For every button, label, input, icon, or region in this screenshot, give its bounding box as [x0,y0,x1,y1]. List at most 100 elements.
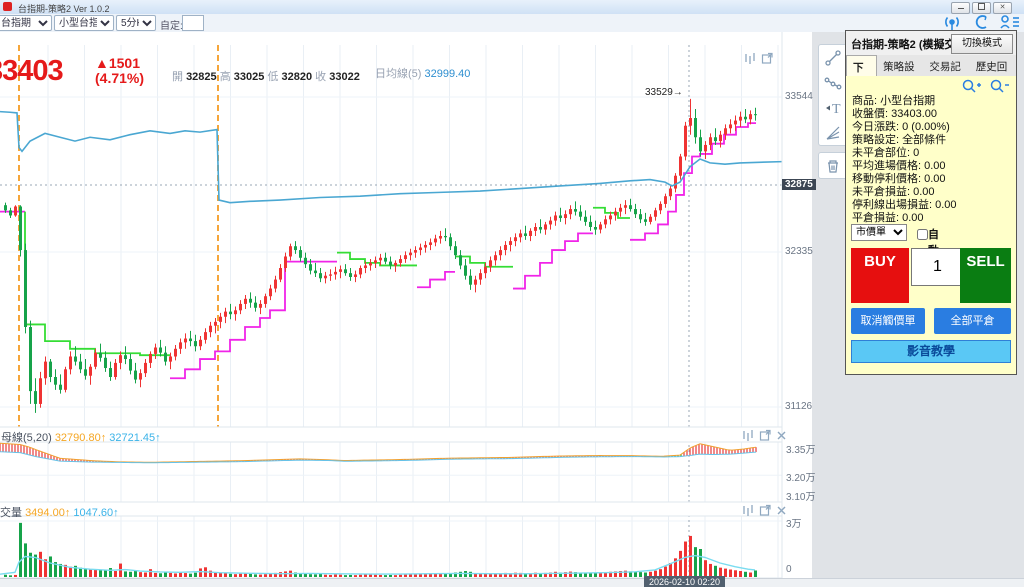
chart-settings-icon[interactable] [744,52,757,64]
close-pane-icon[interactable] [776,430,787,441]
app-icon [3,2,12,11]
close-pane-icon[interactable] [776,505,787,516]
open-label: 開 [172,71,183,83]
svg-text:T: T [832,102,841,117]
info-day-change: 今日漲跌: 0 (0.00%) [852,121,950,133]
pane1-name: 母線(5,20) [1,432,52,444]
daily-ma-name: 日均線(5) [375,68,422,80]
restore-button[interactable] [972,2,991,14]
info-close-price: 收盤價: 33403.00 [852,108,937,120]
low-label: 低 [267,71,279,83]
pane2-icons [742,504,787,516]
panel-tabs: 下單 策略設定 交易記錄 歷史回測 [846,55,1016,89]
change-points: ▲1501 [95,55,141,71]
high-value: 33025 [233,71,265,83]
axis-label: 32335 [785,246,813,257]
symbol-select[interactable]: 台指期 [0,15,52,31]
session-high-marker: 33529→ [645,87,683,98]
fan-lines-tool[interactable] [819,120,847,145]
info-product: 商品: 小型台指期 [852,95,936,107]
pane2-value1: 3494.00↑ [25,507,71,519]
window-titlebar: 台指期-策略2 Ver 1.0.2 ✕ [0,0,1024,15]
text-tool[interactable]: T [819,95,847,120]
pane1-scale-label: 3.10万 [786,492,816,503]
polyline-tool[interactable] [819,70,847,95]
axis-label: 31126 [785,401,813,412]
tab-trade-records[interactable]: 交易記錄 [929,61,961,88]
low-value: 32820 [281,71,313,83]
order-type-select[interactable]: 市價單 [851,224,907,241]
interval-select[interactable]: 5分K [116,15,156,31]
window-title: 台指期-策略2 Ver 1.0.2 [18,4,110,14]
pane2-title: 成交量 3494.00↑ 1047.60↑ [0,504,119,520]
status-bar [0,578,1024,587]
high-label: 高 [219,71,231,83]
delete-drawing-toolbar [818,152,848,179]
header-icon-group [945,15,1019,31]
panel-title: 台指期-策略2 (模擬交易) [851,39,971,51]
buy-button[interactable]: BUY [851,248,909,303]
refresh-icon[interactable] [975,15,987,29]
contract-select[interactable]: 小型台指期 [54,15,114,31]
close-button[interactable]: ✕ [993,2,1012,14]
auto-exit-checkbox[interactable] [917,229,928,240]
ohlc-row: 開 32825 高 33025 低 32820 收 33022 [172,68,360,84]
daily-ma-legend: 日均線(5) 32999.40 [375,65,470,81]
popout-icon[interactable] [759,504,772,516]
sell-button[interactable]: SELL [960,248,1011,303]
pane1-value1: 32790.80↑ [54,432,107,444]
popout-icon[interactable] [759,429,772,441]
zoom-out-icon[interactable] [990,79,1010,93]
info-stopline-pnl: 停利線出場損益: 0.00 [852,199,957,211]
crosshair-time-tooltip: 2026-02-10 02:20 [644,576,726,587]
broadcast-icon[interactable] [945,16,959,31]
position-info: 商品: 小型台指期 收盤價: 33403.00 今日漲跌: 0 (0.00%) … [852,95,957,225]
pane1-title: 母線(5,20) 32790.80↑ 32721.45↑ [1,429,161,445]
pane1-scale-label: 3.35万 [786,445,816,456]
info-strategy: 策略設定: 全部條件 [852,134,947,146]
axis-label: 33544 [785,91,813,102]
chart-settings-icon[interactable] [742,504,755,516]
close-all-positions-button[interactable]: 全部平倉 [934,308,1011,334]
custom-interval-input[interactable] [182,15,204,31]
trash-icon[interactable] [819,153,847,178]
video-tutorial-button[interactable]: 影音教學 [851,340,1011,363]
drawing-toolbar: T [818,44,848,146]
change-percent: (4.71%) [95,70,145,86]
switch-mode-button[interactable]: 切換模式 [951,34,1013,54]
user-list-icon[interactable] [1000,15,1019,29]
main-pane-icons [744,52,774,64]
minimize-button[interactable] [951,2,970,14]
pane1-scale-label: 3.20万 [786,473,816,484]
tab-strategy-settings[interactable]: 策略設定 [883,61,915,88]
trading-panel: 台指期-策略2 (模擬交易) 切換模式 下單 策略設定 交易記錄 歷史回測 商品… [845,30,1017,375]
info-open-pnl: 未平倉損益: 0.00 [852,186,935,198]
info-open-position: 未平倉部位: 0 [852,147,920,159]
pane2-name: 成交量 [0,507,22,519]
cancel-trigger-order-button[interactable]: 取消觸價單 [851,308,925,334]
close-value: 33022 [329,71,360,83]
trendline-tool[interactable] [819,45,847,70]
popout-icon[interactable] [761,52,774,64]
info-avg-entry: 平均進場價格: 0.00 [852,160,946,172]
pane2-scale-label: 3万 [786,519,802,530]
info-trailing-stop: 移動停利價格: 0.00 [852,173,946,185]
tab-place-order[interactable]: 下單 [846,55,878,89]
chart-settings-icon[interactable] [742,429,755,441]
close-label: 收 [315,71,327,83]
quantity-input[interactable] [911,248,964,286]
price-chart[interactable] [0,32,812,578]
order-tab-body: 商品: 小型台指期 收盤價: 33403.00 今日漲跌: 0 (0.00%) … [846,76,1016,374]
daily-ma-value: 32999.40 [424,68,471,80]
zoom-in-icon[interactable] [962,79,982,93]
open-value: 32825 [186,71,217,83]
pane1-icons [742,429,787,441]
tab-backtest[interactable]: 歷史回測 [975,61,1008,88]
pane2-scale-label: 0 [786,564,792,575]
pane1-value2: 32721.45↑ [109,432,161,444]
main-toolbar: 台指期 小型台指期 5分K 自定: [0,14,1024,33]
pane2-value2: 1047.60↑ [73,507,119,519]
last-price: 33403 [0,55,64,87]
info-closed-pnl: 平倉損益: 0.00 [852,212,924,224]
